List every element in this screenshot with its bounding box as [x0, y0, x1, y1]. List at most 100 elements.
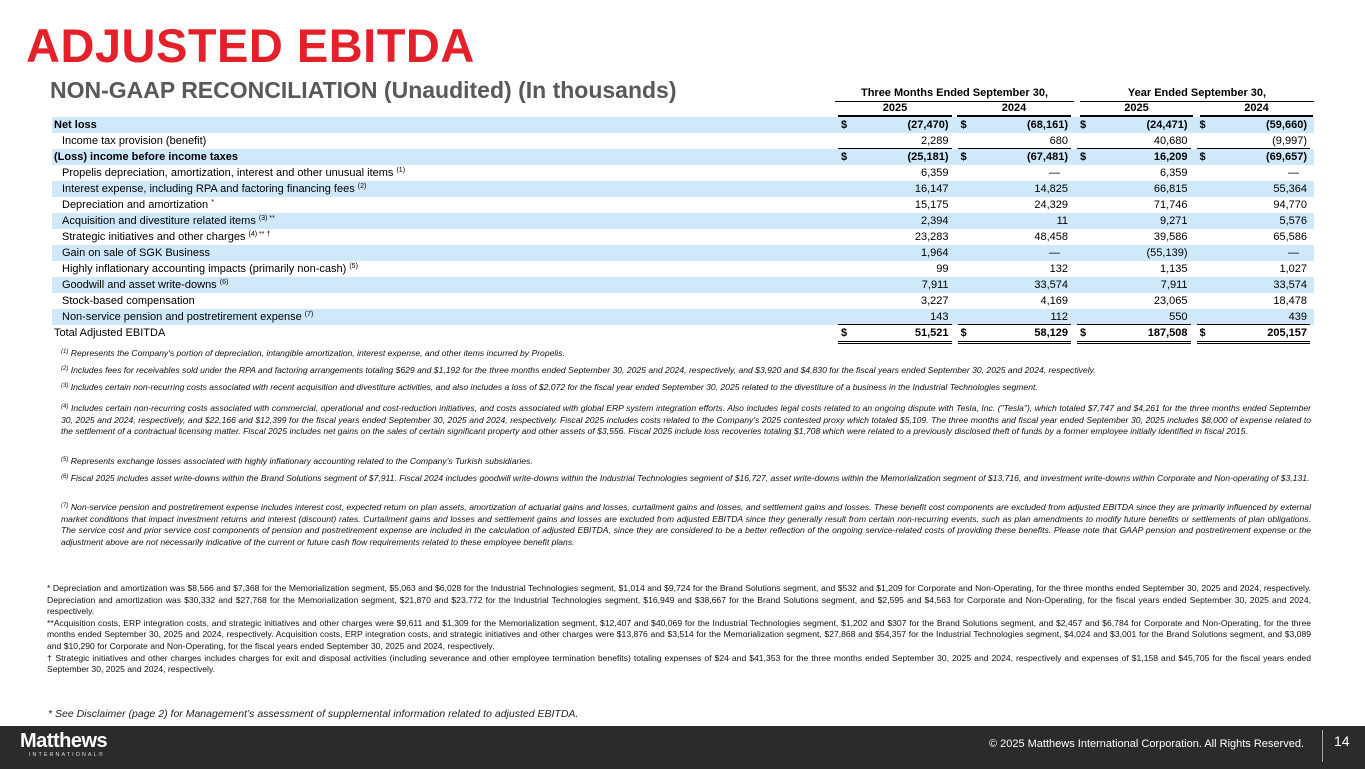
value-cell: 132	[955, 261, 1075, 277]
value-cell: 6,359	[835, 165, 955, 181]
value: (68,161)	[1027, 119, 1068, 131]
footnote-mark: (1)	[61, 349, 69, 355]
value-cell: 39,586	[1074, 229, 1194, 245]
row-label: Gain on sale of SGK Business	[52, 245, 835, 261]
value: 7,911	[1160, 279, 1188, 291]
value: (69,657)	[1266, 151, 1307, 163]
footnote-reference: *	[211, 199, 214, 206]
value: 14,825	[1034, 183, 1068, 195]
value: 439	[1288, 311, 1307, 323]
footnote-mark: (3)	[61, 383, 69, 389]
value: 65,586	[1273, 231, 1307, 243]
value: 66,815	[1153, 183, 1188, 195]
value-cell: $ (27,470)	[835, 117, 955, 133]
value-cell: 5,576	[1194, 213, 1314, 229]
row-label-text: Total Adjusted EBITDA	[54, 327, 166, 339]
footer-bar: Matthews INTERNATIONAL® © 2025 Matthews …	[0, 726, 1365, 769]
row-label: Net loss	[52, 117, 835, 133]
value-cell: 99	[835, 261, 955, 277]
value: 58,129	[1034, 327, 1068, 339]
value: (25,181)	[907, 151, 949, 163]
value: 1,135	[1159, 263, 1188, 275]
value: 132	[1049, 263, 1068, 275]
row-label: Strategic initiatives and other charges …	[52, 229, 835, 245]
value: 143	[930, 311, 949, 323]
value-cell: 33,574	[1194, 277, 1314, 293]
year-header: 2025	[838, 102, 952, 118]
currency-symbol: $	[960, 119, 967, 131]
note-strategic: † Strategic initiatives and other charge…	[47, 652, 1311, 675]
year-header: 2024	[1200, 102, 1313, 118]
value: 3,227	[920, 295, 949, 307]
currency-symbol: $	[1199, 327, 1206, 339]
value: 1,964	[920, 247, 949, 259]
table-row: Net loss $ (27,470) $ (68,161) $ (24,471) $ (59,…	[52, 117, 1314, 133]
footnote-text: Fiscal 2025 includes asset write-downs w…	[70, 473, 1310, 483]
value-cell: 1,135	[1074, 261, 1194, 277]
table-row: Propelis depreciation, amortization, int…	[52, 165, 1314, 181]
value: 23,065	[1153, 295, 1188, 307]
value: 71,746	[1153, 199, 1188, 211]
disclaimer: * See Disclaimer (page 2) for Management…	[48, 708, 579, 720]
value: 7,911	[921, 279, 949, 291]
row-label: Income tax provision (benefit)	[52, 133, 835, 149]
value-cell: (55,139)	[1074, 245, 1194, 261]
footnote: (6) Fiscal 2025 includes asset write-dow…	[61, 473, 1311, 485]
value: 4,169	[1040, 295, 1068, 307]
row-label: Highly inflationary accounting impacts (…	[52, 261, 835, 277]
row-label-text: Strategic initiatives and other charges	[62, 231, 246, 243]
footnote-reference: (2)	[357, 183, 367, 190]
value: 55,364	[1273, 183, 1307, 195]
value: —	[1288, 247, 1299, 259]
value-cell: —	[955, 165, 1075, 181]
value: 1,027	[1279, 263, 1307, 275]
value-cell: $205,157	[1194, 324, 1314, 344]
table-row: Interest expense, including RPA and fact…	[52, 181, 1314, 197]
page-number: 14	[1334, 733, 1350, 749]
group-header-year: Year Ended September 30,	[1080, 87, 1314, 102]
footnote-text: Includes certain non-recurring costs ass…	[70, 382, 1038, 392]
value: —	[1049, 167, 1060, 179]
value-cell: $ (69,657)	[1194, 148, 1314, 165]
value-cell: $ (24,471)	[1074, 117, 1194, 133]
row-label: Acquisition and divestiture related item…	[52, 213, 835, 229]
slide-title: ADJUSTED EBITDA	[26, 19, 475, 72]
value-cell: 4,169	[955, 293, 1075, 309]
footnote: (2) Includes fees for receivables sold u…	[61, 365, 1311, 377]
footnote-reference: (3) **	[258, 215, 275, 222]
row-label-text: Highly inflationary accounting impacts (…	[62, 263, 347, 275]
currency-symbol: $	[1080, 119, 1087, 131]
row-label-text: Non-service pension and postretirement e…	[62, 311, 302, 323]
value: 16,147	[914, 183, 949, 195]
value: 33,574	[1273, 279, 1307, 291]
currency-symbol: $	[841, 151, 848, 163]
footnote: (7) Non-service pension and postretireme…	[61, 502, 1311, 548]
copyright: © 2025 Matthews International Corporatio…	[988, 738, 1304, 750]
currency-symbol: $	[960, 327, 967, 339]
value: 112	[1050, 311, 1068, 323]
value-cell: 18,478	[1194, 293, 1314, 309]
row-label-text: Interest expense, including RPA and fact…	[62, 183, 355, 195]
value-cell: 40,680	[1074, 133, 1194, 149]
value: (24,471)	[1146, 119, 1188, 131]
year-header: 2025	[1080, 102, 1193, 118]
footnote-text: Represents the Company's portion of depr…	[70, 348, 565, 358]
footnote-mark: (2)	[61, 366, 69, 372]
value: 33,574	[1034, 279, 1068, 291]
value: 15,175	[914, 199, 949, 211]
note-acquisition: **Acquisition costs, ERP integration cos…	[47, 617, 1311, 651]
value: 39,586	[1153, 231, 1188, 243]
value: 16,209	[1153, 151, 1188, 163]
value: 205,157	[1267, 327, 1307, 339]
currency-symbol: $	[1080, 151, 1087, 163]
value: 24,329	[1034, 199, 1068, 211]
currency-symbol: $	[841, 327, 848, 339]
footnote-text: Represents exchange losses associated wi…	[70, 456, 533, 466]
table-row: Total Adjusted EBITDA $51,521 $58,129 $187,…	[52, 324, 1314, 344]
value: 680	[1049, 135, 1068, 147]
reconciliation-table: Net loss $ (27,470) $ (68,161) $ (24,471) $ (59,…	[52, 117, 1314, 344]
row-label-text: Gain on sale of SGK Business	[62, 247, 210, 259]
value: 2,289	[920, 135, 949, 147]
value: 94,770	[1273, 199, 1307, 211]
value: 23,283	[914, 231, 949, 243]
